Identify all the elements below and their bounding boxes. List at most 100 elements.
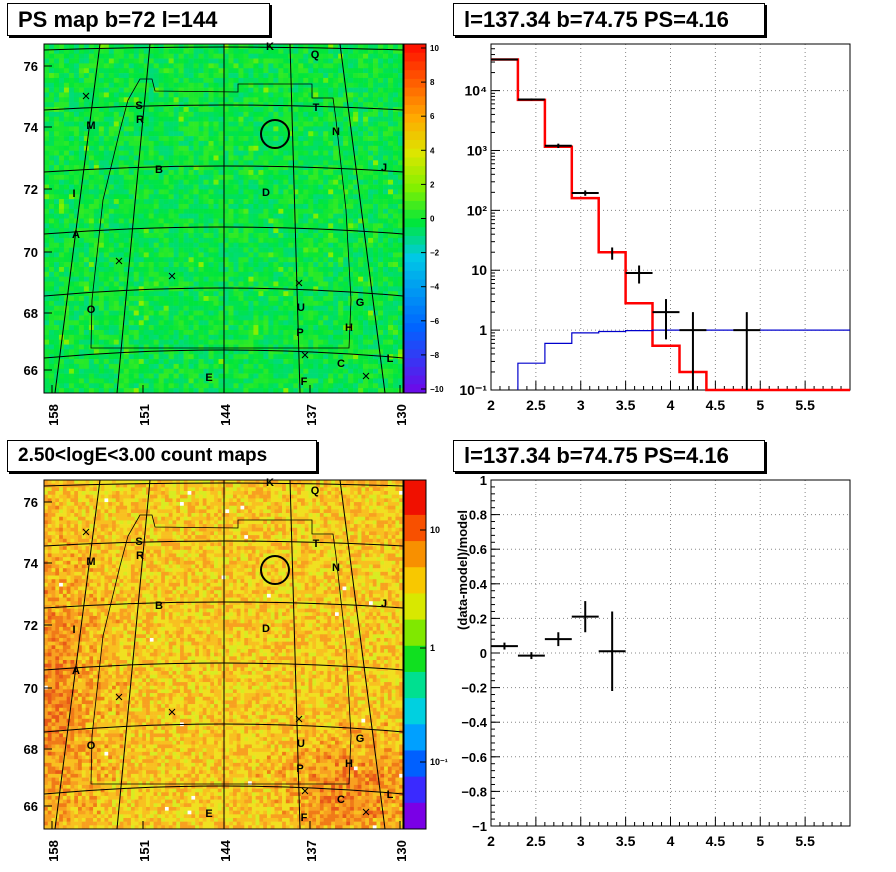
source-label-q: Q [311,485,320,497]
source-label-n: N [332,126,340,138]
colorbar-tick-label: 10⁻¹ [430,757,448,767]
y-tick-label: 76 [24,59,38,74]
data-point [611,247,614,260]
source-cross [295,715,303,723]
colorbar-tick-label: 0 [430,215,435,224]
source-label-n: N [332,562,340,574]
y-tick-label: 1 [479,322,487,338]
source-label-t: T [313,538,320,550]
colorbar-tick-label: 10 [430,44,439,53]
roi-outline [90,514,352,785]
x-tick-label: 5.5 [795,833,815,849]
colorbar-tick-label: −4 [430,283,440,292]
x-tick-label: 158 [46,404,61,426]
source-label-m: M [86,120,95,132]
y-tick-label: −1 [472,819,487,834]
highlight-circle [260,555,290,585]
source-cross [362,372,370,380]
x-tick-label: 3 [577,833,585,849]
y-tick-label: 10³ [467,142,488,158]
source-label-r: R [136,114,144,126]
longitude-line [339,43,386,394]
colorbar: 10 1 10⁻¹ [403,479,448,830]
colorbar-tick-label: 1 [430,643,435,653]
source-label-c: C [337,358,345,370]
data-point [679,312,707,390]
source-label-p: P [296,763,303,775]
source-label-l: L [387,353,394,365]
y-tick-label: 10⁴ [465,83,488,99]
spectrum-chart: 2 2.5 3 3.5 4 4.5 5 5.5 10⁻¹ 1 10 10² 10³ 10⁴ [459,43,851,413]
source-label-e: E [205,808,212,820]
data-point [571,190,599,196]
source-label-i: I [72,624,75,636]
source-label-m: M [86,556,95,568]
y-tick-label: 68 [24,306,38,321]
y-tick-label: 72 [24,182,38,197]
source-label-g: G [356,297,365,309]
source-label-t: T [313,102,320,114]
y-tick-label: 66 [24,799,38,814]
y-tick-label: −0.2 [461,681,487,696]
data-point [733,312,761,390]
source-label-d: D [262,187,270,199]
y-tick-label: 0 [480,646,487,661]
source-label-e: E [205,372,212,384]
colorbar-tick-label: −6 [430,317,440,326]
grid [490,479,850,827]
source-label-u: U [297,738,305,750]
source-label-b: B [155,164,163,176]
source-cross [82,528,90,536]
y-tick-label: −0.4 [461,715,487,730]
y-tick-label: 1 [480,473,487,488]
x-tick-label: 130 [394,840,409,862]
source-cross [168,708,176,716]
source-label-d: D [262,623,270,635]
ps-map-title: PS map b=72 l=144 [7,3,270,36]
source-label-o: O [87,740,96,752]
y-tick-label: 70 [24,681,38,696]
x-tick-label: 158 [46,840,61,862]
source-label-j: J [381,162,387,174]
x-tick-label: 5 [756,833,764,849]
y-tick-label: 74 [24,556,39,571]
longitude-line [116,479,151,830]
x-tick-label: 130 [394,404,409,426]
source-label-h: H [345,322,353,334]
y-tick-label: 70 [24,245,38,260]
x-tick-label: 137 [304,840,319,862]
x-tick-label: 137 [304,404,319,426]
count-map: K Q SR M TN B J I D A G O U H P C L E F 158 151 144 137 130 76 74… [24,477,448,862]
data-point [625,265,653,284]
y-tick-label: 10² [467,202,488,218]
x-tick-label: 144 [218,839,233,861]
source-label-i: I [72,188,75,200]
count-map-title: 2.50<logE<3.00 count maps [7,440,317,472]
map-pixels [44,44,404,394]
grid [490,44,850,390]
source-cross [301,787,309,795]
x-tick-label: 4.5 [706,833,726,849]
source-label-p: P [296,327,303,339]
coordinate-grid [43,43,404,394]
residual-point [517,652,545,660]
source-label-a: A [72,665,80,677]
x-tick-label: 151 [137,840,152,862]
source-label-u: U [297,302,305,314]
colorbar-tick-label: −2 [430,249,440,258]
y-tick-label: −0.8 [461,784,487,799]
x-tick-label: 3 [577,397,585,413]
data-point [491,58,518,61]
highlight-circle [260,119,290,149]
residual-point [491,642,518,650]
x-tick-label: 151 [137,404,152,426]
residual-point [544,632,572,647]
colorbar-tick-label: −8 [430,351,440,360]
y-tick-label: 68 [24,742,38,757]
y-tick-label: 10 [471,262,487,278]
source-cross [82,92,90,100]
y-tick-label: 0.6 [469,542,487,557]
x-tick-label: 4 [667,397,675,413]
longitude-line [116,43,151,394]
source-cross [168,272,176,280]
